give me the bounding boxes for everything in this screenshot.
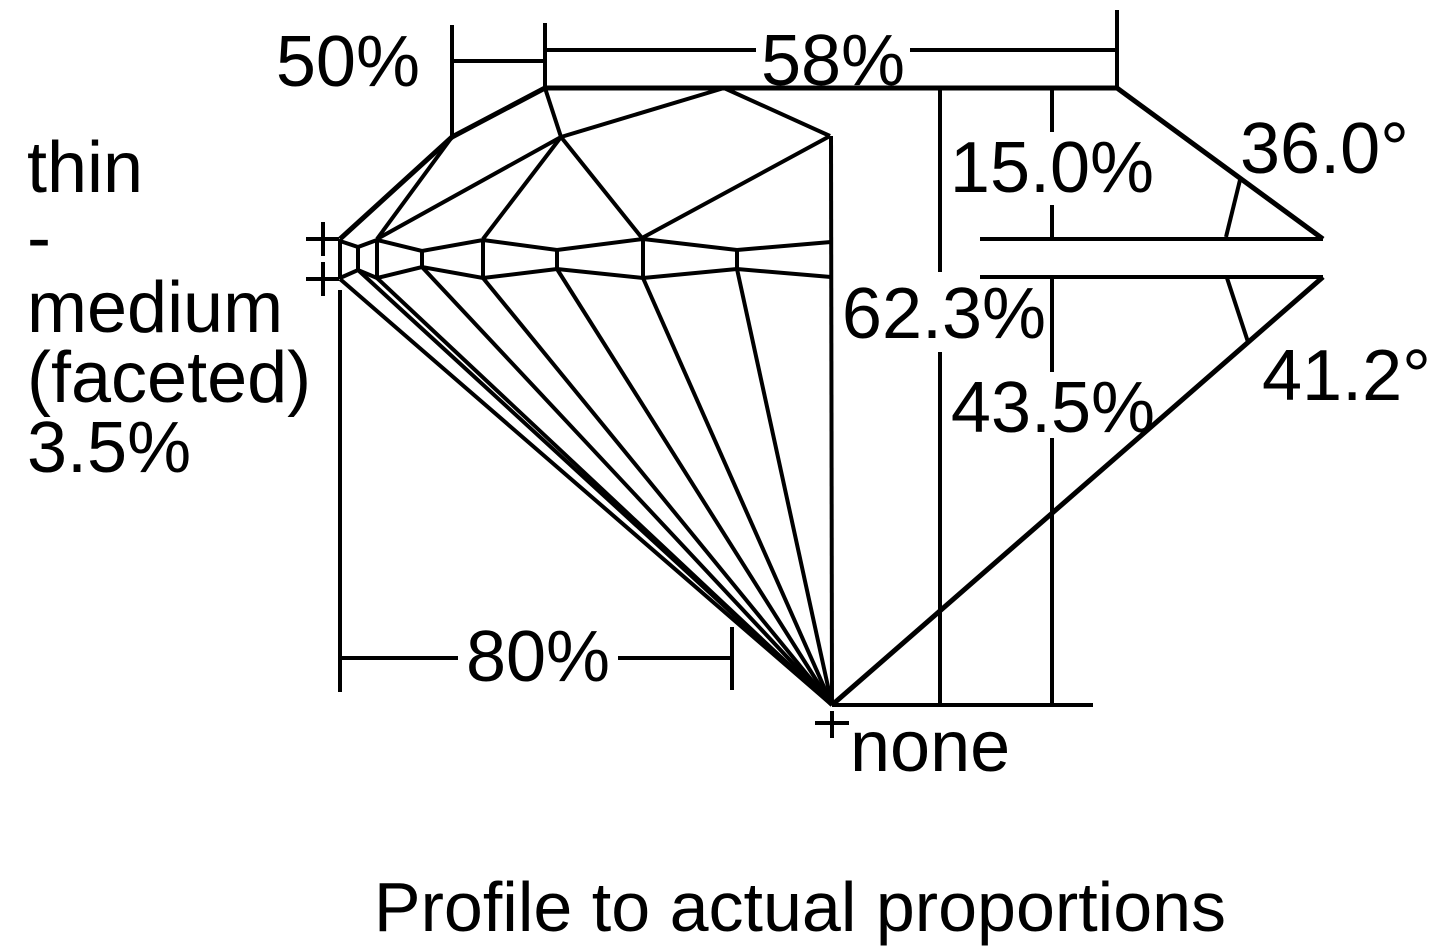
crown-facet	[376, 135, 562, 241]
crown-slope-right	[1115, 85, 1325, 242]
girdle-desc-line-2: -	[27, 198, 51, 278]
diagram-caption: Profile to actual proportions	[374, 868, 1226, 946]
pavilion-facet	[338, 277, 834, 707]
girdle-description: thin - medium (faceted) 3.5%	[27, 128, 311, 488]
total-depth-label: 62.3%	[842, 274, 1046, 354]
crown-height-label: 15.0%	[950, 128, 1154, 208]
star-facet-length-label: 50%	[276, 22, 420, 102]
center-depth-line	[829, 135, 834, 706]
girdle-desc-line-5: 3.5%	[27, 408, 191, 488]
crown-facet	[543, 87, 563, 138]
pavilion-depth-label: 43.5%	[951, 368, 1155, 448]
crown-angle-label: 36.0°	[1240, 109, 1409, 189]
pavilion-facet	[420, 265, 834, 707]
diamond-outline	[338, 85, 1325, 707]
measurement-labels: 50% 58% 15.0% 36.0° 62.3% 43.5% 41.2° 80…	[276, 21, 1431, 787]
crown-facet-lines	[375, 86, 831, 241]
crown-facet	[723, 86, 831, 138]
crown-outline-left-upper	[450, 85, 547, 140]
lower-girdle-length-label: 80%	[466, 617, 610, 697]
pavilion-facet	[555, 267, 834, 707]
crown-facet	[375, 135, 454, 241]
pavilion-facet	[375, 276, 834, 707]
crown-outline-left-lower	[338, 135, 454, 241]
crown-facet	[641, 134, 831, 240]
girdle-upper-edge	[339, 236, 832, 254]
pavilion-facet	[641, 277, 834, 706]
pavilion-angle-label: 41.2°	[1262, 336, 1431, 416]
dimension-lines	[306, 10, 1250, 738]
pavilion-facet-lines	[338, 135, 834, 707]
girdle-lower-edge	[339, 264, 832, 281]
table-size-label: 58%	[761, 21, 905, 101]
girdle-desc-line-3: medium	[27, 268, 283, 348]
crown-facet	[481, 135, 563, 241]
pavilion-facet	[481, 276, 834, 707]
culet-size-label: none	[850, 707, 1010, 787]
pavilion-slope-right	[830, 275, 1325, 707]
crown-facet	[560, 86, 725, 139]
crown-angle-arc	[1224, 179, 1242, 238]
pavilion-facet	[735, 268, 834, 706]
pavilion-angle-arc	[1225, 277, 1250, 343]
girdle-desc-line-1: thin	[27, 128, 143, 208]
girdle-desc-line-4: (faceted)	[27, 338, 311, 418]
crown-facet	[559, 135, 644, 240]
